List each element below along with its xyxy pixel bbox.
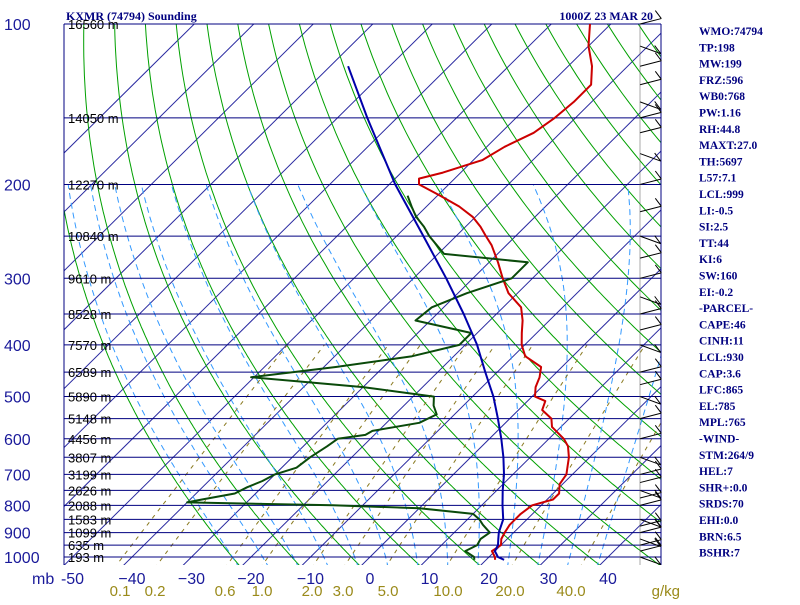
height-label: 14050 m — [68, 111, 119, 126]
mixing-ratio-tick-label: 5.0 — [378, 583, 399, 600]
mixing-ratio-unit-label: g/kg — [652, 583, 680, 600]
pressure-tick-label: 900 — [4, 526, 31, 543]
pressure-tick-label: 1000 — [4, 550, 40, 567]
pressure-tick-label: 500 — [4, 390, 31, 407]
sounding-index: EI:-0.2 — [699, 287, 733, 299]
height-label: 9610 m — [68, 271, 111, 286]
mixing-ratio-tick-label: 3.0 — [333, 583, 354, 600]
height-label: 4456 m — [68, 432, 111, 447]
mixing-ratio-tick-label: 20.0 — [495, 583, 524, 600]
sounding-index: RH:44.8 — [699, 124, 740, 136]
sounding-index: LCL:999 — [699, 189, 744, 201]
sounding-index: BRN:6.5 — [699, 531, 742, 543]
pressure-tick-label: 600 — [4, 432, 31, 449]
height-label: 6589 m — [68, 365, 111, 380]
mixing-ratio-tick-label: 10.0 — [433, 583, 462, 600]
pressure-tick-label: 700 — [4, 467, 31, 484]
mixing-ratio-tick-label: 0.6 — [215, 583, 236, 600]
height-label: 10840 m — [68, 229, 119, 244]
station-title: KXMR (74794) Sounding — [66, 9, 197, 23]
pressure-tick-label: 300 — [4, 271, 31, 288]
mixing-ratio-tick-label: 0.2 — [145, 583, 166, 600]
sounding-time: 1000Z 23 MAR 20 — [559, 9, 653, 23]
height-label: 7570 m — [68, 338, 111, 353]
sounding-index: SHR+:0.0 — [699, 482, 748, 494]
temperature-tick-label: -50 — [61, 571, 84, 588]
sounding-index: MAXT:27.0 — [699, 140, 757, 152]
sounding-index: FRZ:596 — [699, 75, 743, 87]
sounding-index: -PARCEL- — [699, 303, 753, 315]
height-label: 3199 m — [68, 467, 111, 482]
sounding-index: EL:785 — [699, 401, 736, 413]
temperature-tick-label: 0 — [366, 571, 375, 588]
height-label: 5148 m — [68, 412, 111, 427]
pressure-tick-label: 100 — [4, 17, 31, 34]
mixing-ratio-tick-label: 2.0 — [302, 583, 323, 600]
sounding-index: PW:1.16 — [699, 108, 741, 120]
sounding-index: CAP:3.6 — [699, 368, 741, 380]
sounding-index: LCL:930 — [699, 352, 744, 364]
height-label: 5890 m — [68, 390, 111, 405]
sounding-index: L57:7.1 — [699, 173, 737, 185]
pressure-unit-label: mb — [32, 571, 54, 588]
sounding-index: CINH:11 — [699, 336, 744, 348]
sounding-index: WMO:74794 — [699, 26, 763, 38]
sounding-index: TH:5697 — [699, 156, 743, 168]
sounding-index: LFC:865 — [699, 385, 743, 397]
sounding-index: MPL:765 — [699, 417, 746, 429]
sounding-index: STM:264/9 — [699, 450, 754, 462]
sounding-index: CAPE:46 — [699, 319, 746, 331]
sounding-index: LI:-0.5 — [699, 205, 733, 217]
height-label: 2088 m — [68, 498, 111, 513]
sounding-index: SW:160 — [699, 271, 738, 283]
sounding-index: MW:199 — [699, 59, 742, 71]
mixing-ratio-tick-label: 1.0 — [252, 583, 273, 600]
sounding-index: KI:6 — [699, 254, 722, 266]
temperature-tick-label: 40 — [599, 571, 617, 588]
height-label: 12270 m — [68, 177, 119, 192]
mixing-ratio-tick-label: 0.1 — [110, 583, 131, 600]
height-label: 193 m — [68, 550, 104, 565]
sounding-index: TT:44 — [699, 238, 729, 250]
pressure-tick-label: 400 — [4, 338, 31, 355]
height-label: 2626 m — [68, 483, 111, 498]
temperature-tick-label: 30 — [540, 571, 558, 588]
sounding-index: BSHR:7 — [699, 548, 740, 560]
height-label: 3807 m — [68, 450, 111, 465]
sounding-index: SRDS:70 — [699, 499, 744, 511]
pressure-tick-label: 200 — [4, 177, 31, 194]
temperature-tick-label: −30 — [178, 571, 205, 588]
height-label: 8528 m — [68, 307, 111, 322]
mixing-ratio-tick-label: 40.0 — [556, 583, 585, 600]
pressure-tick-label: 800 — [4, 498, 31, 515]
sounding-index: EHI:0.0 — [699, 515, 739, 527]
sounding-index: HEL:7 — [699, 466, 733, 478]
sounding-index: TP:198 — [699, 42, 735, 54]
sounding-index: WB0:768 — [699, 91, 745, 103]
sounding-index: -WIND- — [699, 434, 739, 446]
sounding-index: SI:2.5 — [699, 222, 728, 234]
